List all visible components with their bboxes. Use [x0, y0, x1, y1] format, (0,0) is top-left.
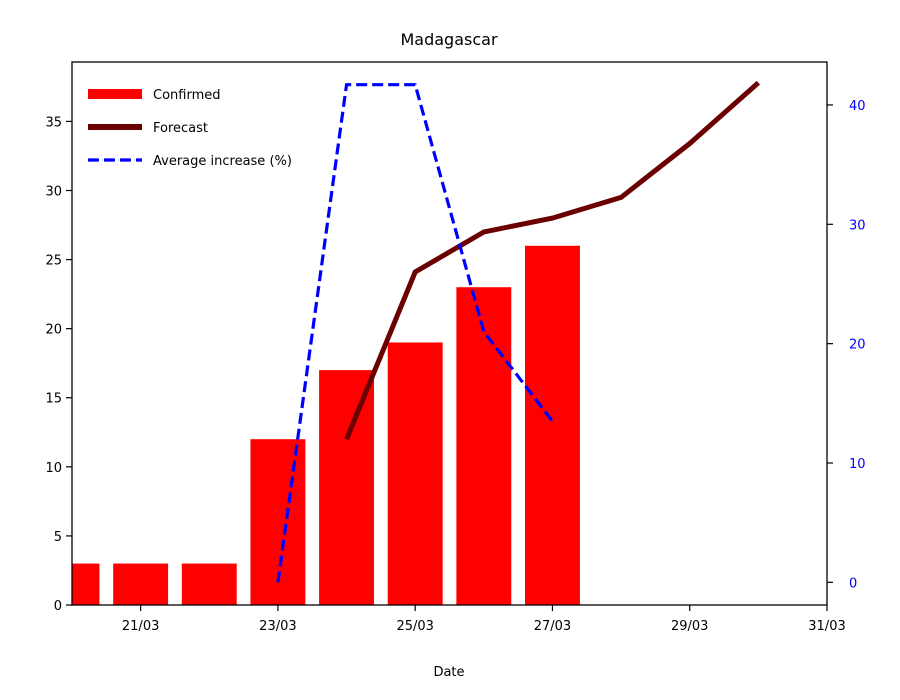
plot-frame: [71, 61, 828, 606]
bar-21-03: [113, 563, 169, 605]
y-tick-label: 10: [45, 461, 62, 476]
bar-22-03: [181, 563, 237, 605]
x-tick-label: 23/03: [259, 619, 296, 634]
bar-25-03: [387, 342, 443, 605]
y-right-tick-label: 40: [849, 99, 866, 114]
x-axis: 21/03 23/03 25/03 27/03 29/03 31/03: [122, 605, 846, 634]
legend: Confirmed Forecast Average increase (%): [88, 88, 292, 169]
average-increase-line: [276, 83, 554, 583]
y-right-tick-label: 20: [849, 338, 866, 353]
y-axis-right: 0 10 20 30 40: [827, 99, 866, 591]
y-right-tick-label: 10: [849, 457, 866, 472]
y-tick-label: 35: [45, 115, 62, 130]
x-tick-label: 29/03: [671, 619, 708, 634]
y-tick-label: 15: [45, 392, 62, 407]
y-axis-left: 0 5 10 15 20 25 30 35: [45, 115, 72, 614]
forecast-line: [344, 80, 761, 441]
y-tick-label: 5: [54, 530, 62, 545]
bar-24-03: [319, 370, 374, 605]
x-tick-label: 21/03: [122, 619, 159, 634]
bar-20-03: [72, 563, 100, 605]
chart-title: Madagascar: [400, 30, 497, 49]
y-tick-label: 20: [45, 323, 62, 338]
x-tick-label: 25/03: [396, 619, 433, 634]
x-axis-title: Date: [433, 665, 464, 680]
y-tick-label: 0: [54, 599, 62, 614]
bar-26-03: [456, 287, 512, 605]
y-right-tick-label: 30: [849, 218, 866, 233]
legend-label: Forecast: [153, 121, 208, 136]
x-tick-label: 27/03: [534, 619, 571, 634]
y-tick-label: 30: [45, 184, 62, 199]
legend-label: Average increase (%): [153, 154, 292, 169]
y-tick-label: 25: [45, 254, 62, 269]
x-tick-label: 31/03: [808, 619, 845, 634]
lines-layer: [276, 80, 761, 583]
bars-layer: [72, 245, 580, 605]
bar-27-03: [525, 245, 580, 605]
legend-label: Confirmed: [153, 88, 221, 103]
y-right-tick-label: 0: [849, 576, 857, 591]
